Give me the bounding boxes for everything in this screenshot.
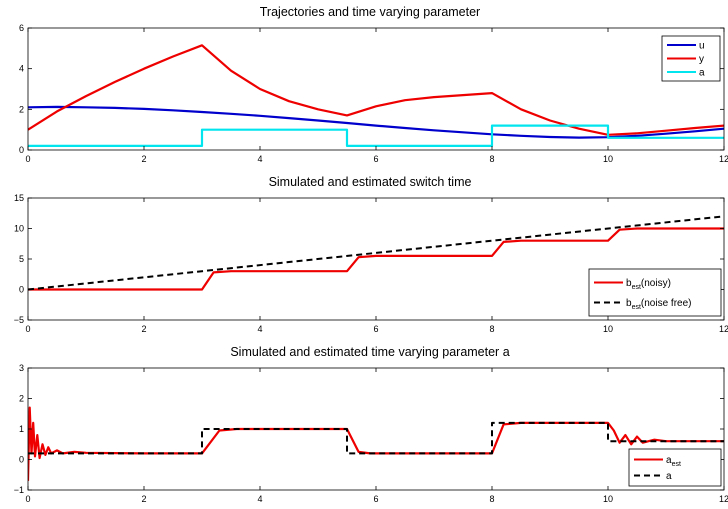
subplot-parameter-a: Simulated and estimated time varying par… [14, 345, 728, 504]
legend-box [628, 448, 722, 487]
x-tick-label: 10 [603, 324, 613, 334]
x-tick-label: 6 [373, 154, 378, 164]
x-tick-label: 8 [489, 154, 494, 164]
x-tick-label: 6 [373, 324, 378, 334]
legend: uya [661, 35, 721, 82]
plot-background [28, 368, 724, 490]
x-tick-label: 0 [25, 324, 30, 334]
x-tick-label: 10 [603, 494, 613, 504]
y-tick-label: 0 [19, 285, 24, 295]
legend-label-0: u [699, 41, 705, 52]
legend: best(noisy)best(noise free) [588, 268, 722, 317]
subplot-1-plot-area: 0 2 4 6 8 10 12 0 2 4 6 uya [19, 23, 728, 164]
subplot-trajectories: Trajectories and time varying parameter … [19, 5, 728, 164]
x-tick-label: 8 [489, 494, 494, 504]
legend-label-1: a [666, 471, 672, 482]
x-tick-label: 0 [25, 154, 30, 164]
x-tick-label: 12 [719, 154, 728, 164]
plot-background [28, 28, 724, 150]
legend-label-2: a [699, 68, 705, 79]
x-tick-label: 4 [257, 324, 262, 334]
series-group [28, 44, 724, 147]
x-tick-label: 2 [141, 154, 146, 164]
series-line-1 [28, 215, 724, 291]
y-tick-label: 5 [19, 254, 24, 264]
x-tick-label: 8 [489, 324, 494, 334]
y-tick-label: 15 [14, 193, 24, 203]
y-tick-label: 10 [14, 224, 24, 234]
y-tick-label: 1 [19, 424, 24, 434]
y-tick-label: 4 [19, 64, 24, 74]
y-tick-label: −5 [14, 315, 24, 325]
y-tick-label: 0 [19, 145, 24, 155]
y-tick-label: −1 [14, 485, 24, 495]
subplot-3-title: Simulated and estimated time varying par… [230, 345, 509, 359]
x-tick-label: 12 [719, 324, 728, 334]
y-tick-label: 6 [19, 23, 24, 33]
subplot-1-title: Trajectories and time varying parameter [260, 5, 480, 19]
y-tick-label: 2 [19, 394, 24, 404]
series-group [28, 406, 724, 481]
series-line-0 [28, 406, 724, 481]
y-tick-label: 3 [19, 363, 24, 373]
x-tick-label: 4 [257, 154, 262, 164]
series-line-2 [28, 124, 724, 147]
x-tick-label: 2 [141, 494, 146, 504]
subplot-2-title: Simulated and estimated switch time [269, 175, 472, 189]
x-tick-label: 12 [719, 494, 728, 504]
x-tick-label: 10 [603, 154, 613, 164]
legend-label-1: y [699, 54, 704, 65]
y-tick-label: 2 [19, 104, 24, 114]
legend-label-1: best(noise free) [626, 298, 691, 311]
legend-box [588, 268, 722, 317]
x-tick-label: 0 [25, 494, 30, 504]
series-group [28, 215, 724, 291]
y-tick-label: 0 [19, 455, 24, 465]
series-line-0 [28, 227, 724, 291]
x-tick-label: 2 [141, 324, 146, 334]
x-tick-label: 4 [257, 494, 262, 504]
series-line-1 [28, 421, 724, 455]
subplot-switch-time: Simulated and estimated switch time 0 2 4 6… [14, 175, 728, 334]
x-tick-label: 6 [373, 494, 378, 504]
